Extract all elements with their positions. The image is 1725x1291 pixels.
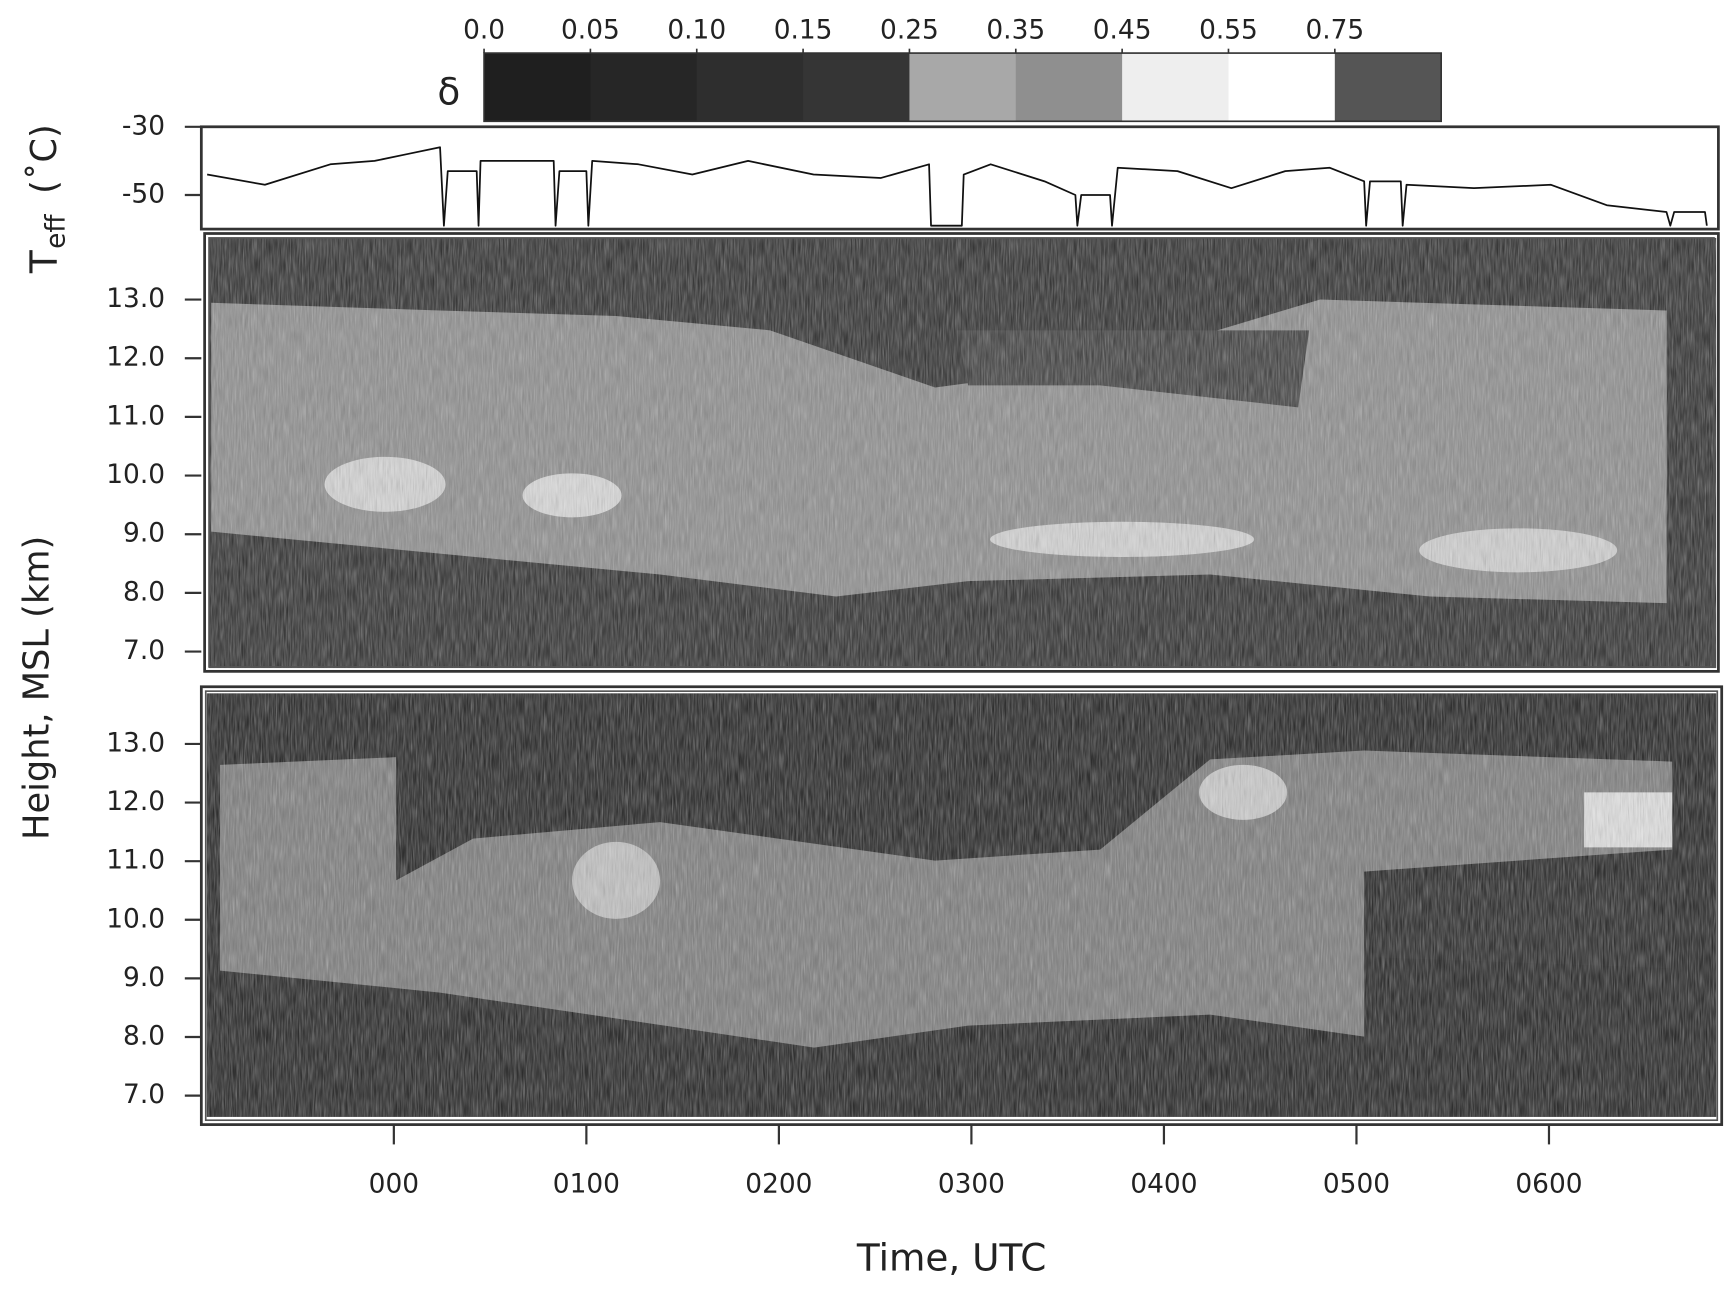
y-tick-label: 12.0 xyxy=(106,342,165,373)
colorbar-segment xyxy=(1015,53,1123,122)
colorbar-segment xyxy=(696,53,804,122)
y-tick-label: 13.0 xyxy=(106,727,165,758)
x-tick-label: 0600 xyxy=(1515,1169,1582,1200)
panel-frame xyxy=(199,685,1724,1126)
colorbar-tick-label: 0.25 xyxy=(880,15,939,46)
colorbar-tick-label: 0.15 xyxy=(774,15,833,46)
colorbar-frame xyxy=(483,52,1442,123)
colorbar-segment xyxy=(909,53,1017,122)
y-axis-label: Height, MSL (km) xyxy=(17,536,58,840)
y-tick-label: 8.0 xyxy=(123,576,165,607)
colorbar-tick-label: 0.10 xyxy=(667,15,726,46)
x-tick-label: 0100 xyxy=(553,1169,620,1200)
x-tick-label: 0400 xyxy=(1130,1169,1197,1200)
colorbar-tick-label: 0.75 xyxy=(1305,15,1364,46)
colorbar-segment xyxy=(484,53,591,122)
y-tick-label: 11.0 xyxy=(106,845,165,876)
temperature-line xyxy=(207,146,1708,227)
y-axis-label: T eff (˚C) xyxy=(22,124,72,274)
y-tick-label: 12.0 xyxy=(106,786,165,817)
colorbar-segment xyxy=(1334,53,1442,122)
y-tick-label: 9.0 xyxy=(123,962,165,993)
y-label-sub: eff xyxy=(41,214,72,249)
colorbar-segment xyxy=(803,53,910,122)
colorbar-segment xyxy=(1122,53,1230,122)
x-axis-label: Time, UTC xyxy=(856,1235,1046,1279)
y-label-unit: (˚C) xyxy=(24,124,65,194)
x-tick-label: 0500 xyxy=(1323,1169,1390,1200)
y-tick-label: 11.0 xyxy=(106,400,165,431)
lidar-image-2 xyxy=(206,693,1717,1117)
y-tick-label: -50 xyxy=(122,178,165,209)
y-tick-label: 9.0 xyxy=(123,518,165,549)
colorbar-tick-label: 0.35 xyxy=(986,15,1045,46)
colorbar-label: δ xyxy=(437,69,460,113)
y-tick-label: 10.0 xyxy=(106,459,165,490)
colorbar-tick-label: 0.45 xyxy=(1093,15,1152,46)
colorbar-segment xyxy=(1228,53,1336,122)
lidar-image-1 xyxy=(209,237,1717,669)
y-tick-label: 7.0 xyxy=(123,635,165,666)
colorbar-tick-label: 0.05 xyxy=(561,15,620,46)
panel-frame xyxy=(203,232,1720,673)
y-tick-label: -30 xyxy=(122,110,165,141)
x-tick-label: 0300 xyxy=(938,1169,1005,1200)
colorbar-tick-label: 0.0 xyxy=(463,15,505,46)
colorbar-segment xyxy=(590,53,698,122)
x-tick-label: 0200 xyxy=(745,1169,812,1200)
y-tick-label: 13.0 xyxy=(106,283,165,314)
colorbar-tick-label: 0.55 xyxy=(1199,15,1258,46)
y-label-main: T xyxy=(22,250,66,274)
panel-frame-inner xyxy=(204,690,1719,1122)
x-tick-label: 000 xyxy=(369,1169,419,1200)
panel-frame-inner xyxy=(208,237,1715,668)
y-tick-label: 7.0 xyxy=(123,1079,165,1110)
y-tick-label: 8.0 xyxy=(123,1021,165,1052)
y-tick-label: 10.0 xyxy=(106,903,165,934)
panel-frame xyxy=(199,125,1720,231)
